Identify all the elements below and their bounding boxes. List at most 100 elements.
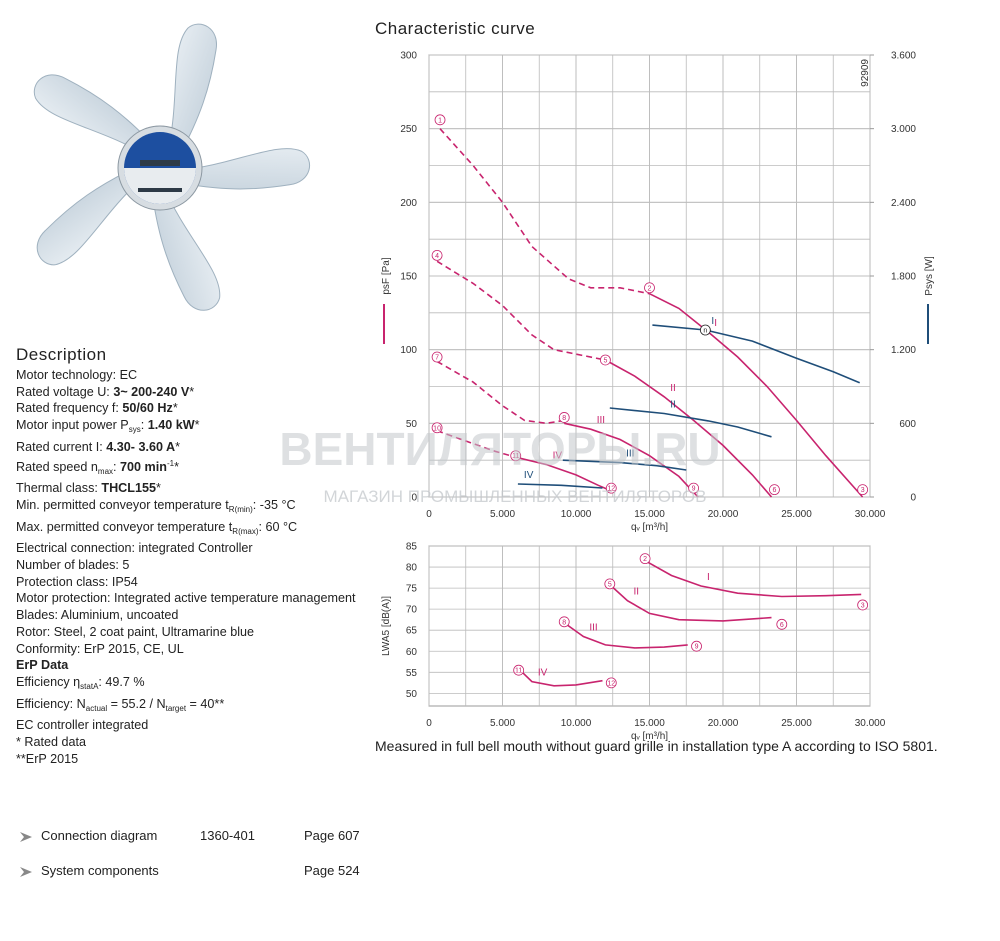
description-text: : 60 °C <box>258 519 298 534</box>
series-label: I <box>714 318 717 329</box>
annotation-label: 6 <box>780 622 784 629</box>
description-line: Rated voltage U: 3~ 200-240 V* <box>16 384 386 401</box>
description-text: * <box>194 418 200 433</box>
annotation-marker <box>604 578 616 590</box>
x-tick-label: 20.000 <box>708 509 739 520</box>
x-tick-label: 5.000 <box>490 509 515 520</box>
description-line: * Rated data <box>16 734 386 751</box>
y-tick-label: 50 <box>406 419 418 430</box>
description-text: Blades: Aluminium, uncoated <box>16 608 179 623</box>
description-text: * <box>189 384 195 399</box>
description-text: Conformity: ErP 2015, CE, UL <box>16 641 184 656</box>
x-tick-label: 25.000 <box>781 718 812 729</box>
series-line <box>436 429 516 458</box>
description-text: * Rated data <box>16 735 87 750</box>
annotation-marker <box>691 640 702 652</box>
series-label: II <box>670 383 676 394</box>
description-text: Number of blades: 5 <box>16 558 130 573</box>
series-line <box>609 407 772 438</box>
series-line <box>565 623 688 649</box>
description-line: Thermal class: THCL155* <box>16 480 386 497</box>
y-tick-label: 80 <box>406 563 418 574</box>
description-text: Efficiency: N <box>16 696 86 711</box>
annotation-label: 5 <box>608 581 612 588</box>
series-label: III <box>597 415 605 426</box>
description-title: Description <box>16 345 107 364</box>
description-line: Rated current I: 4.30- 3.60 A* <box>16 439 386 456</box>
x-axis-label: qᵥ [m³/h] <box>631 522 668 533</box>
y2-tick-label: 3.000 <box>891 124 916 135</box>
series-label: I <box>711 316 714 327</box>
series-label: IV <box>538 668 548 679</box>
description-text: Max. permitted conveyor temperature t <box>16 519 233 534</box>
fan-image <box>25 23 315 319</box>
annotation-label: 10 <box>433 425 441 432</box>
description-text: : <box>113 459 121 474</box>
x-tick-label: 0 <box>426 718 432 729</box>
description-line: Motor technology: EC <box>16 367 386 384</box>
annotation-label: 4 <box>435 253 439 260</box>
series-line <box>649 292 864 498</box>
description-text: R(min) <box>228 504 253 514</box>
annotation-marker <box>644 282 655 294</box>
y2-tick-label: 1.200 <box>891 345 916 356</box>
y-axis-label: LWA5 [dB(A)] <box>381 596 392 656</box>
annotation-marker <box>605 482 617 494</box>
annotation-label: 3 <box>861 602 865 609</box>
y-tick-label: 100 <box>400 345 417 356</box>
description-text: * <box>174 459 179 474</box>
x-axis-label: qᵥ [m³/h] <box>631 731 668 742</box>
x-tick-label: 10.000 <box>561 509 592 520</box>
link-icon <box>20 867 32 877</box>
series-line <box>564 422 699 498</box>
annotation-marker <box>605 677 617 689</box>
description-text: ErP Data <box>16 658 69 673</box>
description-text: Protection class: IP54 <box>16 574 138 589</box>
annotation-label: 12 <box>607 486 615 493</box>
description-lines: Motor technology: EC Rated voltage U: 3~ … <box>16 367 386 767</box>
link-code: 1360-401 <box>200 828 255 843</box>
annotation-marker <box>431 249 443 261</box>
description-text: * <box>155 481 161 496</box>
annotation-marker <box>857 599 869 611</box>
annotation-label: 8 <box>562 415 566 422</box>
description-text: Rotor: Steel, 2 coat paint, Ultramarine … <box>16 624 255 639</box>
series-label: IV <box>524 470 534 481</box>
description-text: : 49.7 % <box>98 674 145 689</box>
y2-tick-label: 1.800 <box>891 272 916 283</box>
description-line: Min. permitted conveyor temperature tR(m… <box>16 497 386 519</box>
description-line: Rated speed nmax: 700 min-1* <box>16 456 386 481</box>
description-text: Rated speed n <box>16 459 98 474</box>
x-tick-label: 0 <box>426 509 432 520</box>
link-label: System components <box>41 863 159 878</box>
link-row[interactable]: System components Page 524 <box>18 863 378 881</box>
annotation-marker <box>431 422 443 434</box>
annotation-label: 3 <box>861 487 865 494</box>
chart-title: Characteristic curve <box>375 19 536 38</box>
link-page: Page 607 <box>304 828 360 843</box>
y2-axis-label: Psys [W] <box>924 256 935 296</box>
y2-tick-label: 3.600 <box>891 51 916 62</box>
series-label: I <box>707 572 710 583</box>
series-line <box>652 324 861 384</box>
description: Description Motor technology: EC Rated vo… <box>16 345 386 767</box>
x-tick-label: 30.000 <box>855 509 886 520</box>
y-tick-label: 200 <box>400 198 417 209</box>
series-label: III <box>589 623 597 634</box>
description-text: target <box>165 703 187 713</box>
link-row[interactable]: Connection diagram 1360-401 Page 607 <box>18 828 378 846</box>
description-line: EC controller integrated <box>16 717 386 734</box>
description-line: Rotor: Steel, 2 coat paint, Ultramarine … <box>16 624 386 641</box>
annotation-marker <box>776 618 788 630</box>
x-tick-label: 15.000 <box>634 718 665 729</box>
x-tick-label: 30.000 <box>855 718 886 729</box>
description-line: Max. permitted conveyor temperature tR(m… <box>16 519 386 541</box>
annotation-marker <box>558 412 570 423</box>
annotation-label: 11 <box>512 453 519 460</box>
annotation-label: 1 <box>438 117 442 124</box>
description-text: * <box>175 439 181 454</box>
y-tick-label: 60 <box>406 647 418 658</box>
annotation-label: 9 <box>695 644 699 651</box>
y-tick-label: 0 <box>411 493 417 504</box>
x-tick-label: 15.000 <box>634 509 665 520</box>
